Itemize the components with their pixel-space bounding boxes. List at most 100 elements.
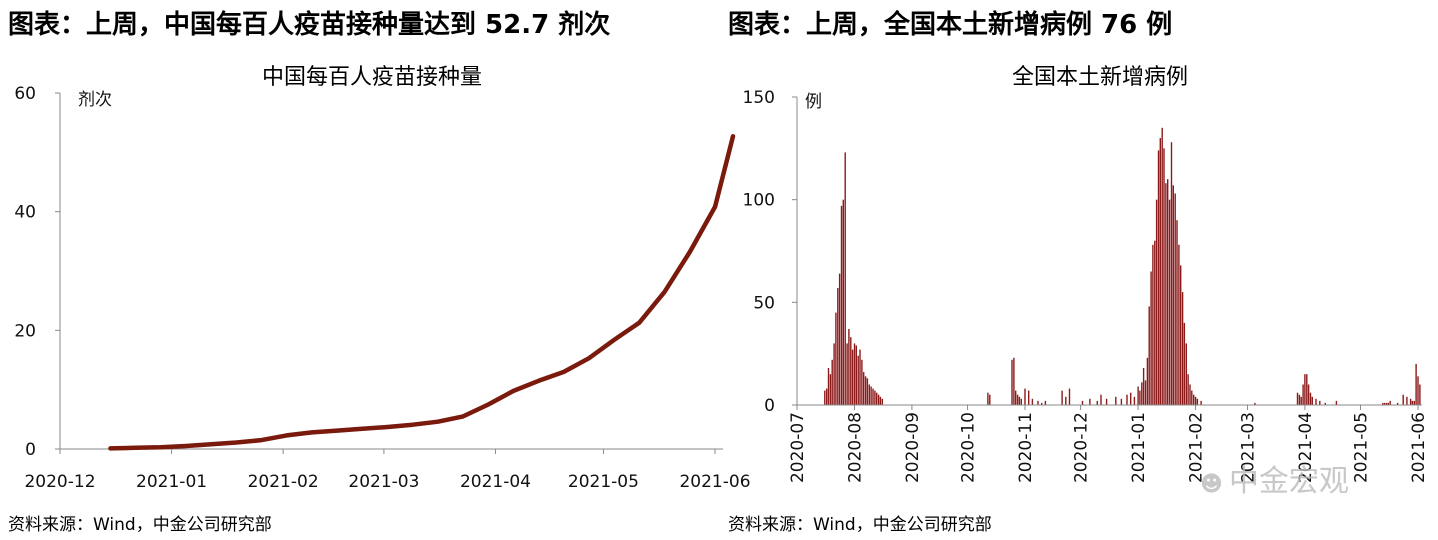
new-cases-bar xyxy=(1180,265,1182,405)
wechat-icon: ☻ xyxy=(1200,472,1223,497)
new-cases-bar xyxy=(1115,396,1117,405)
new-cases-bar xyxy=(848,329,850,405)
new-cases-bar xyxy=(1081,400,1084,405)
new-cases-bar xyxy=(1187,374,1189,405)
new-cases-bar xyxy=(1013,357,1015,405)
new-cases-bar xyxy=(857,355,859,405)
new-cases-bar xyxy=(1065,396,1067,405)
right-x-tick-label: 2021-03 xyxy=(1238,412,1258,483)
left-x-tick-label: 2021-01 xyxy=(136,472,207,492)
right-x-tick-label: 2021-02 xyxy=(1187,412,1207,483)
new-cases-bar xyxy=(1068,388,1071,405)
left-y-tick-label: 60 xyxy=(14,84,36,104)
new-cases-bar xyxy=(1417,376,1419,405)
new-cases-bar xyxy=(876,392,878,405)
new-cases-bar xyxy=(824,390,826,405)
new-cases-bar xyxy=(1133,396,1136,405)
new-cases-bar xyxy=(1130,392,1132,405)
left-x-tick-label: 2021-06 xyxy=(679,472,750,492)
new-cases-bar xyxy=(1167,179,1169,405)
right-y-tick-label: 100 xyxy=(743,191,775,211)
left-y-tick-label: 0 xyxy=(25,440,36,460)
new-cases-bar xyxy=(1315,398,1317,405)
new-cases-bar xyxy=(1383,402,1386,405)
new-cases-bar xyxy=(1172,185,1174,405)
watermark: ☻ 中金宏观 xyxy=(1200,456,1349,500)
new-cases-bar xyxy=(1028,390,1030,405)
new-cases-bar xyxy=(1385,402,1388,405)
right-x-tick-label: 2020-07 xyxy=(788,412,808,483)
new-cases-bar xyxy=(1304,374,1306,405)
new-cases-bar xyxy=(1037,400,1039,405)
new-cases-bar xyxy=(1409,398,1412,405)
left-chart-title: 中国每百人疫苗接种量 xyxy=(262,65,482,90)
right-y-tick-label: 0 xyxy=(764,396,775,416)
vaccination-series-line xyxy=(108,134,736,451)
new-cases-bar xyxy=(1146,357,1149,405)
new-cases-bar xyxy=(1309,392,1312,405)
new-cases-bar xyxy=(866,378,869,405)
right-x-tick-label: 2021-05 xyxy=(1352,412,1372,483)
new-cases-bar xyxy=(826,388,828,405)
new-cases-bar xyxy=(1100,394,1102,405)
new-cases-bar xyxy=(1183,322,1186,405)
new-cases-bar xyxy=(1389,400,1391,405)
left-y-tick-label: 40 xyxy=(14,203,36,223)
new-cases-bar xyxy=(859,349,861,405)
new-cases-bar xyxy=(1141,382,1143,405)
new-cases-bar xyxy=(840,205,843,405)
new-cases-bar xyxy=(874,390,876,405)
new-cases-bar xyxy=(1159,138,1161,405)
new-cases-bar xyxy=(1041,402,1043,405)
right-x-tick-label: 2021-06 xyxy=(1409,412,1429,483)
new-cases-bar xyxy=(1120,398,1123,405)
new-cases-bar xyxy=(1185,343,1187,405)
new-cases-bar xyxy=(1170,142,1173,405)
new-cases-bar xyxy=(1024,388,1026,405)
new-cases-bar xyxy=(1163,148,1165,406)
new-cases-bar xyxy=(1396,402,1399,405)
new-cases-bar xyxy=(1200,400,1202,405)
new-cases-bar xyxy=(844,152,846,405)
new-cases-bar xyxy=(1142,368,1145,405)
new-cases-bar xyxy=(1155,199,1158,405)
new-cases-bar xyxy=(1402,394,1404,405)
new-cases-bar xyxy=(1089,398,1091,405)
right-chart-title: 全国本土新增病例 xyxy=(1012,65,1188,90)
new-cases-bar xyxy=(1387,402,1389,405)
new-cases-bar xyxy=(989,394,991,405)
right-x-tick-label: 2020-11 xyxy=(1016,412,1036,483)
new-cases-bar xyxy=(850,337,852,405)
right-y-unit: 例 xyxy=(805,92,822,112)
new-cases-bar xyxy=(1298,394,1301,405)
new-cases-bar xyxy=(1324,402,1326,405)
left-y-unit: 剂次 xyxy=(78,90,112,110)
new-cases-bar xyxy=(838,273,841,405)
new-cases-bar xyxy=(829,374,832,405)
new-cases-bar xyxy=(1176,220,1178,405)
new-cases-bar xyxy=(1015,390,1017,405)
new-cases-bar xyxy=(1137,386,1139,405)
left-x-tick-label: 2021-05 xyxy=(568,472,639,492)
new-cases-bar xyxy=(1415,363,1417,405)
new-cases-bar xyxy=(1096,400,1098,405)
new-cases-bar xyxy=(1105,398,1108,405)
new-cases-bar xyxy=(842,199,844,405)
new-cases-bar xyxy=(1311,396,1313,405)
new-cases-bar xyxy=(1302,384,1304,405)
watermark-text: 中金宏观 xyxy=(1228,464,1349,499)
new-cases-bar xyxy=(853,343,856,405)
left-x-tick-label: 2020-12 xyxy=(24,472,95,492)
new-cases-bar xyxy=(1011,359,1013,405)
new-cases-bar xyxy=(1196,398,1199,405)
new-cases-bar xyxy=(837,288,839,405)
new-cases-bar xyxy=(870,386,872,405)
new-cases-bar xyxy=(1411,400,1414,405)
new-cases-bar xyxy=(1319,400,1321,405)
new-cases-bar xyxy=(1193,394,1195,405)
new-cases-bar xyxy=(1016,394,1019,405)
new-cases-bar xyxy=(861,359,863,405)
new-cases-bar xyxy=(833,343,835,405)
new-cases-bar xyxy=(1152,244,1154,405)
